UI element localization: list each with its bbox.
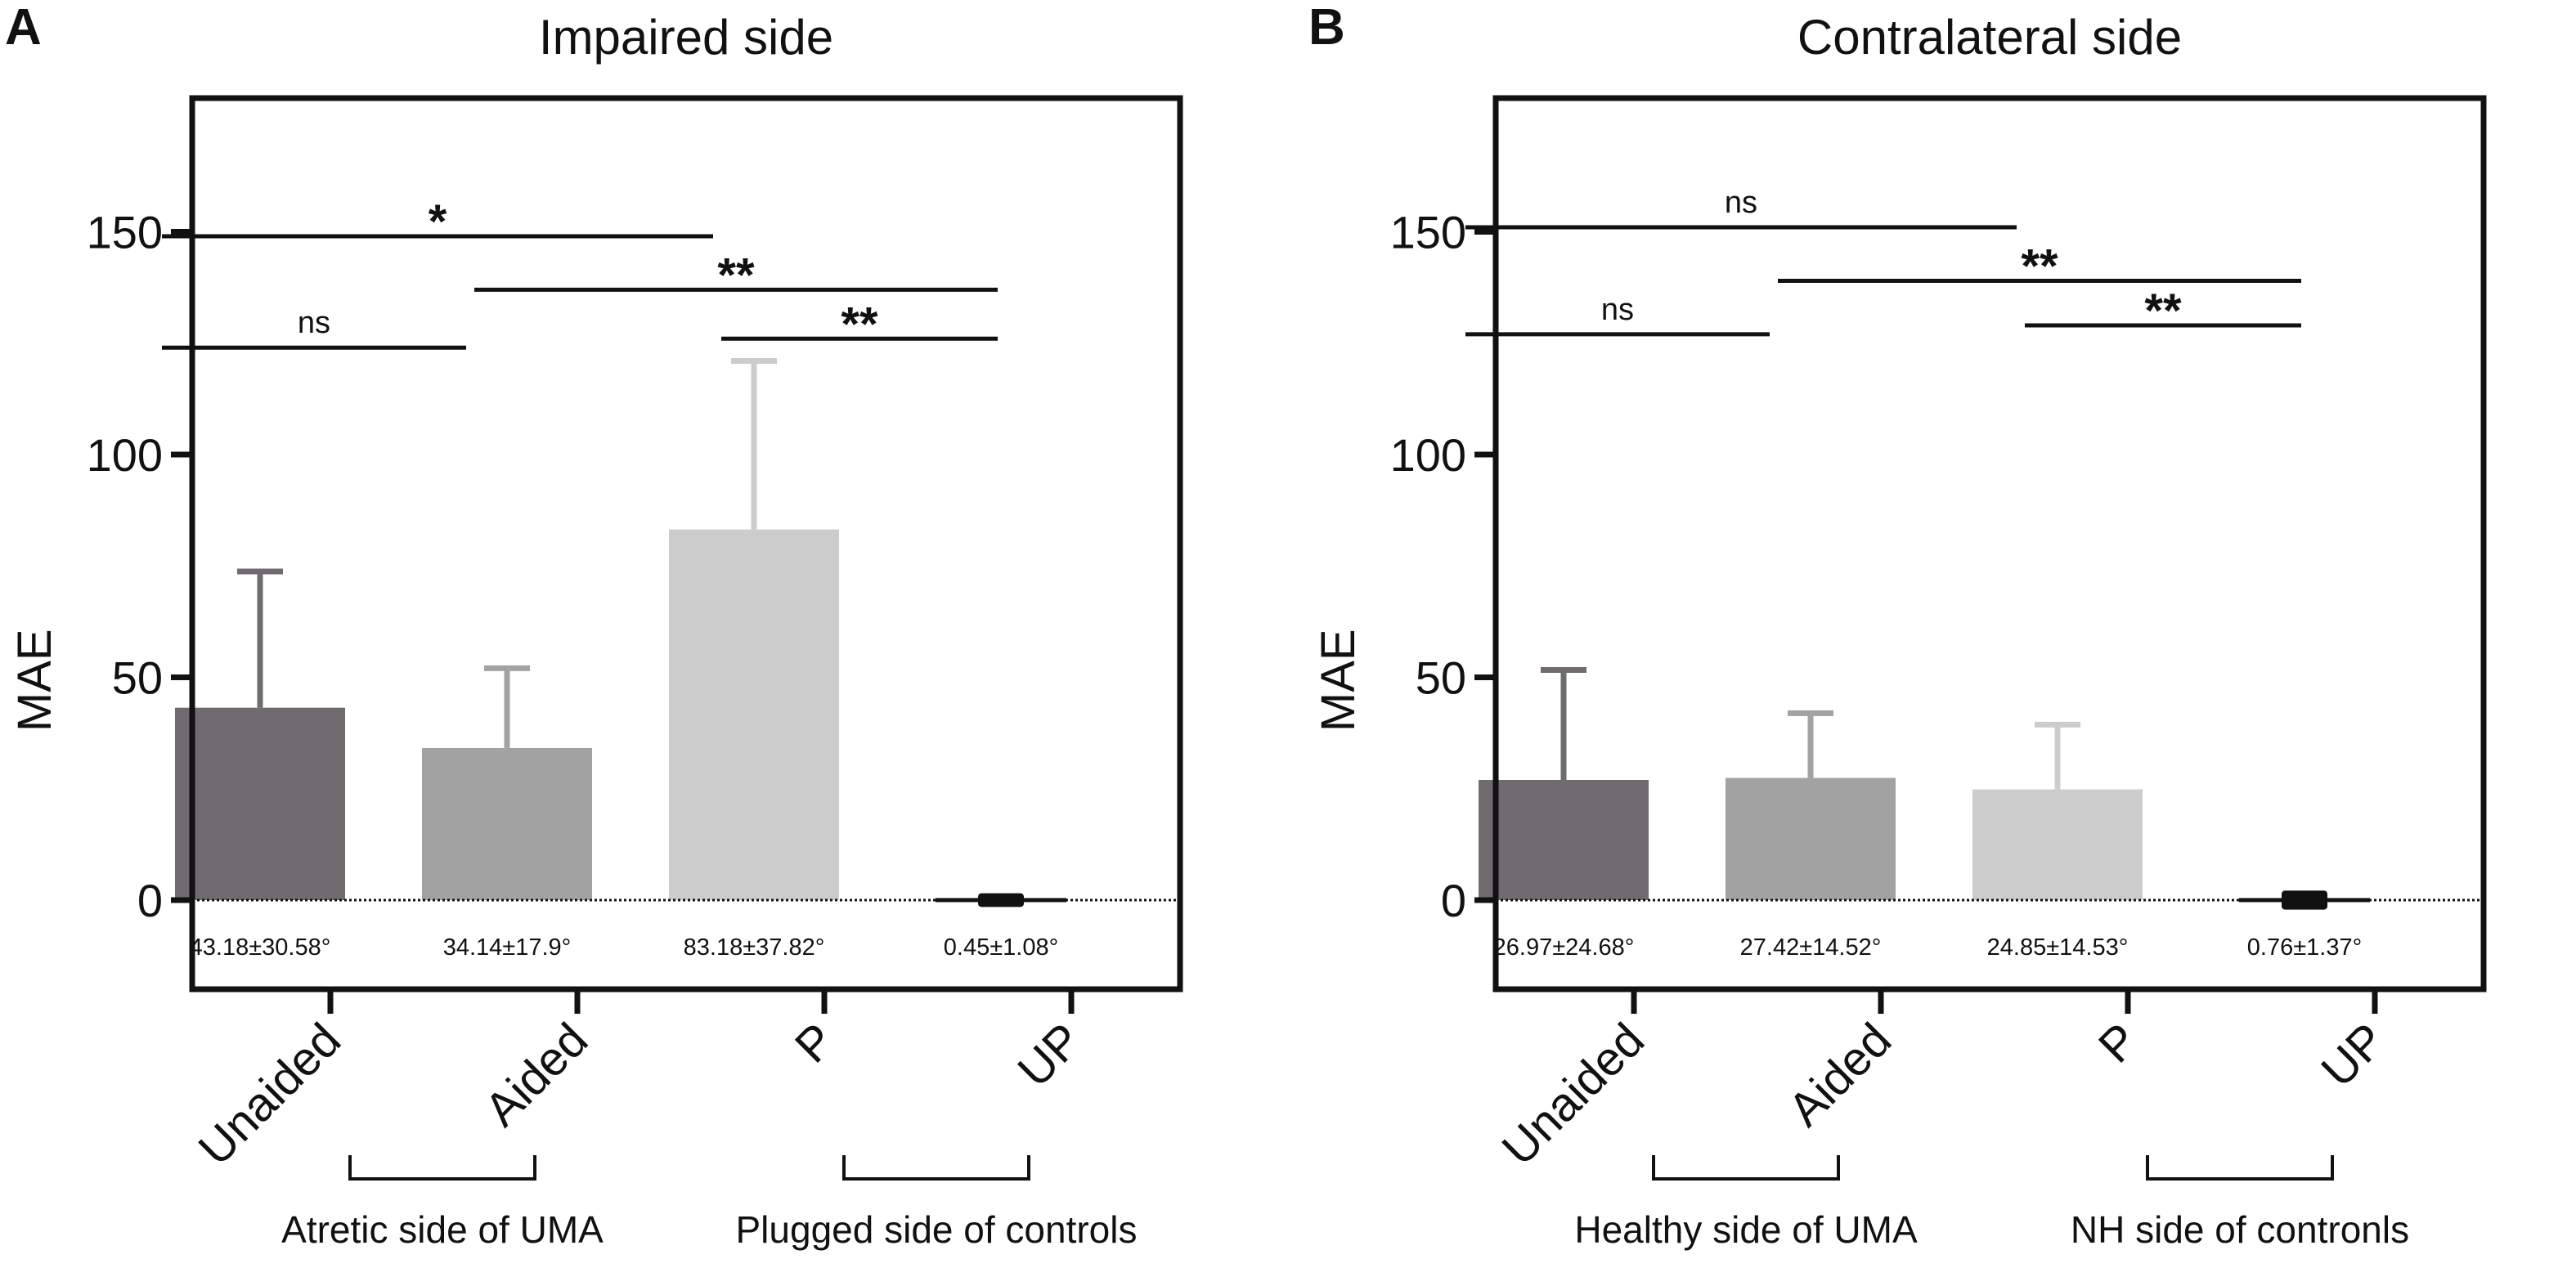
x-tick-label-up: UP	[2311, 1013, 2395, 1097]
y-tick-label: 100	[1390, 429, 1466, 481]
chart-contralateral-side: Contralateral side MAE 26.97±24.68° 27.42±1…	[1312, 10, 2487, 1251]
y-axis-label: MAE	[8, 629, 61, 732]
plot-frame	[189, 95, 1183, 992]
x-tick-label-p: P	[2089, 1013, 2148, 1073]
data-label: 0.45±1.08°	[944, 934, 1058, 961]
chart-title: Impaired side	[539, 10, 833, 65]
bar-p	[1972, 789, 2143, 900]
significance-label: **	[2021, 240, 2058, 293]
x-tick-label-unaided: Unaided	[1492, 1013, 1654, 1176]
group-label: Healthy side of UMA	[1574, 1208, 1918, 1251]
group-bracket	[348, 1155, 536, 1181]
y-tick-label: 50	[1416, 652, 1466, 704]
significance-label: **	[2144, 285, 2182, 338]
significance-label: ns	[1601, 293, 1634, 327]
y-tick-label: 150	[87, 207, 163, 258]
group-label: Atretic side of UMA	[281, 1208, 604, 1251]
y-tick-label: 0	[1441, 875, 1466, 926]
x-tick-label-up: UP	[1008, 1013, 1092, 1097]
panel-a-letter: A	[5, 0, 42, 56]
bar-aided	[422, 747, 592, 900]
x-tick-label-aided: Aided	[1778, 1013, 1901, 1136]
group-label: Plugged side of controls	[736, 1208, 1138, 1251]
x-tick-label-p: P	[785, 1013, 845, 1073]
data-label: 26.97±24.68°	[1493, 934, 1635, 961]
bar-p	[669, 529, 839, 900]
x-tick-label-aided: Aided	[474, 1013, 598, 1136]
y-tick-label: 50	[112, 652, 163, 704]
chart-impaired-side: Impaired side MAE 43.18±30.58° 34.14±17.9° 8…	[8, 10, 1183, 1251]
group-bracket	[842, 1155, 1030, 1181]
data-label: 27.42±14.52°	[1740, 934, 1882, 961]
x-tick-label-unaided: Unaided	[188, 1013, 351, 1176]
plot-frame	[1492, 95, 2487, 992]
bar-aided	[1726, 777, 1896, 900]
group-bracket	[1652, 1155, 1840, 1181]
y-tick-label: 150	[1390, 207, 1466, 258]
panel-b-letter: B	[1308, 0, 1345, 56]
chart-title: Contralateral side	[1797, 10, 2182, 65]
y-axis-label: MAE	[1312, 629, 1365, 732]
significance-label: **	[717, 249, 755, 302]
significance-label: ns	[298, 306, 330, 340]
significance-label: **	[841, 298, 878, 351]
data-label: 34.14±17.9°	[443, 934, 572, 961]
y-tick-label: 0	[137, 875, 163, 926]
bar-unaided	[175, 707, 345, 900]
group-bracket	[2146, 1155, 2334, 1181]
data-label: 0.76±1.37°	[2247, 934, 2362, 961]
y-tick-label: 100	[87, 429, 163, 481]
data-label: 24.85±14.53°	[1987, 934, 2129, 961]
significance-label: ns	[1725, 186, 1757, 220]
bar-unaided	[1479, 780, 1649, 900]
group-label: NH side of contronls	[2071, 1208, 2409, 1251]
significance-label: *	[429, 195, 447, 249]
data-label: 43.18±30.58°	[190, 934, 331, 961]
data-label: 83.18±37.82°	[684, 934, 825, 961]
